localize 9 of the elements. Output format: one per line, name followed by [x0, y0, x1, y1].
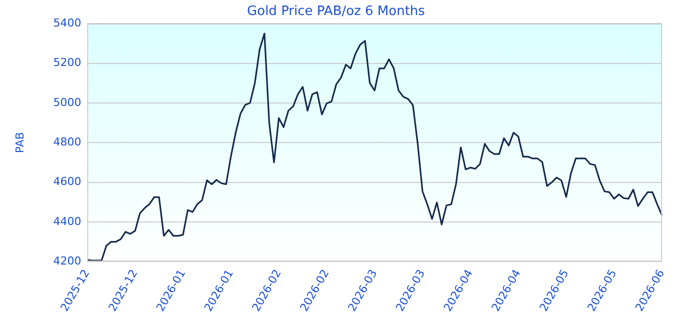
y-tick-label: 5000 — [53, 96, 82, 109]
chart-title: Gold Price PAB/oz 6 Months — [247, 4, 426, 20]
y-tick-label: 5400 — [53, 16, 82, 30]
y-tick-label: 4800 — [53, 135, 82, 148]
y-tick-label: 4600 — [53, 175, 82, 188]
y-tick-label: 5200 — [53, 56, 82, 70]
y-tick-label: 4400 — [53, 214, 82, 228]
y-tick-label: 4200 — [53, 254, 82, 268]
y-axis-title: PAB — [13, 132, 26, 154]
